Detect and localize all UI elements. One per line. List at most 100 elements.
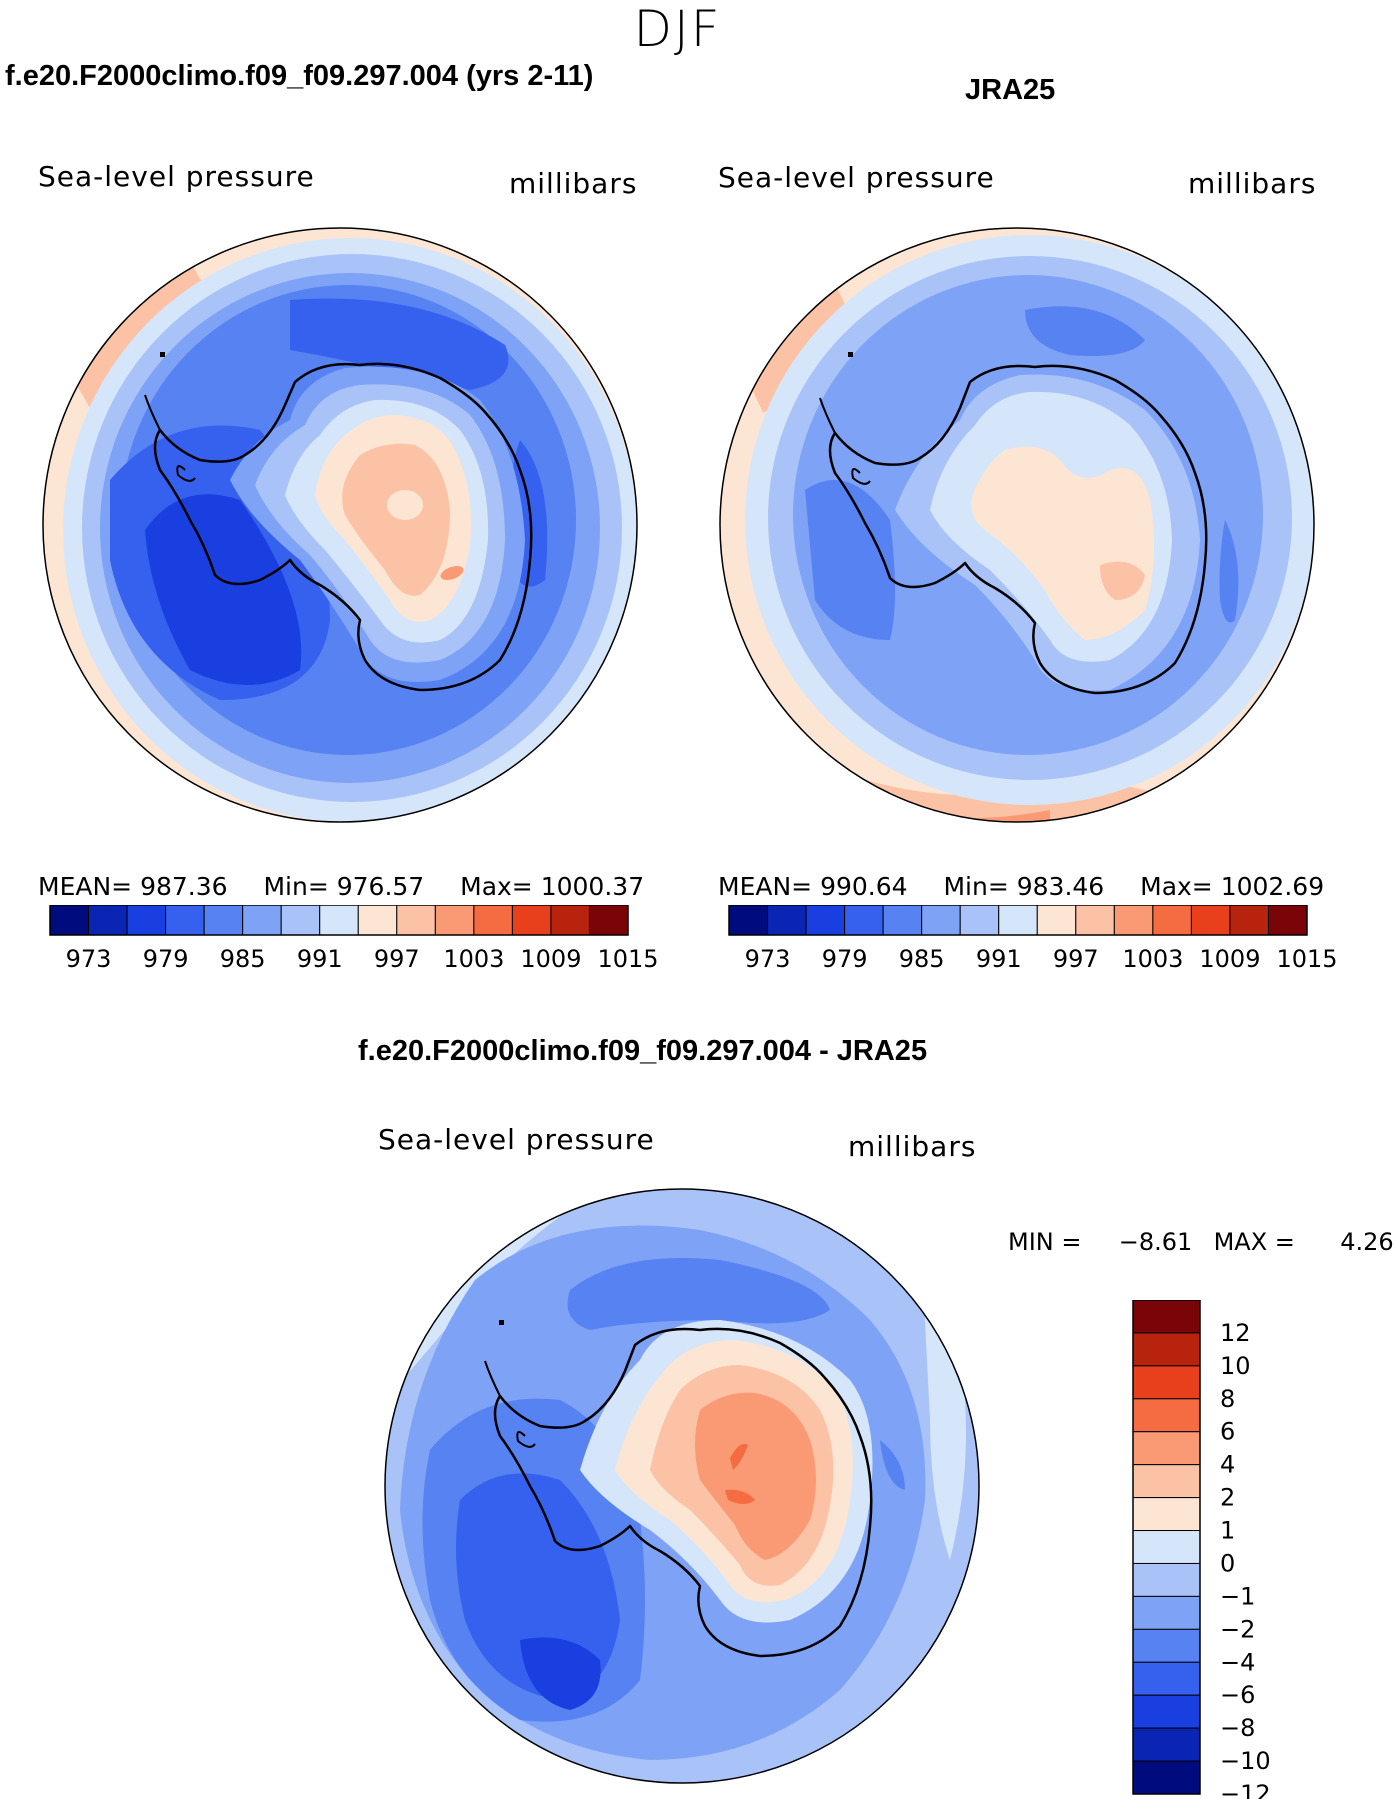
model-colorbar-tick-label: 973 [66,945,112,973]
diff-colorbar-swatch [1132,1760,1201,1795]
diff-colorbar-swatch [1132,1727,1201,1762]
diff-colorbar-tick-label: −10 [1220,1747,1270,1775]
diff-colorbar-tick-label: −6 [1220,1681,1255,1709]
diff-colorbar-tick-label: 10 [1220,1352,1251,1380]
obs-colorbar-tick-label: 985 [899,945,945,973]
obs-colorbar-tick-label: 997 [1053,945,1099,973]
model-colorbar-swatch [203,905,244,936]
obs-colorbar-swatch [1113,905,1154,936]
model-min-label: Min= [263,872,329,901]
diff-colorbar-tick-label: 2 [1220,1484,1235,1512]
diff-colorbar-swatch [1132,1661,1201,1696]
obs-colorbar-swatch [959,905,1000,936]
obs-colorbar-swatch [844,905,884,936]
diff-colorbar-tick-label: 6 [1220,1418,1235,1446]
diff-field-label: Sea-level pressure [378,1123,655,1156]
diff-colorbar-tick-label: −4 [1220,1648,1255,1676]
model-colorbar-swatch [550,905,590,936]
obs-polar-map [720,228,1314,822]
model-colorbar-swatch [396,905,436,936]
obs-panel-title: JRA25 [965,74,1056,106]
obs-max-value: 1002.69 [1220,872,1325,901]
model-colorbar-tick-label: 979 [143,945,189,973]
obs-colorbar: 973 979 985 991 997 1003 1009 1015 [728,905,1338,973]
obs-colorbar-swatch [998,905,1038,936]
diff-colorbar-swatch [1132,1464,1201,1499]
diff-colorbar-tick-label: 12 [1220,1319,1251,1347]
model-colorbar-tick-label: 985 [220,945,266,973]
model-colorbar-tick-label: 1003 [443,945,504,973]
obs-colorbar-swatch [921,905,961,936]
model-colorbar-tick-label: 1015 [597,945,658,973]
model-map-boundary [42,227,638,823]
model-mean-label: MEAN= [38,872,133,901]
diff-minmax: MIN = −8.61 MAX = 4.26 [1008,1228,1394,1256]
diff-colorbar-swatch [1132,1694,1201,1729]
obs-field-label: Sea-level pressure [718,161,995,194]
diff-colorbar-swatch [1132,1398,1201,1433]
diff-colorbar-tick-label: 0 [1220,1549,1235,1577]
model-units-label: millibars [509,167,638,200]
obs-colorbar-swatch [767,905,807,936]
diff-colorbar-swatch [1132,1300,1201,1334]
obs-max-label: Max= [1140,872,1213,901]
model-mean-value: 987.36 [140,872,228,901]
model-max-label: Max= [460,872,533,901]
obs-colorbar-swatch [805,905,846,936]
diff-colorbar-swatch [1132,1431,1201,1466]
diff-max-label: MAX = [1213,1228,1295,1256]
diff-colorbar-swatch [1132,1332,1201,1367]
obs-colorbar-swatch [1036,905,1077,936]
diff-min-label: MIN = [1008,1228,1082,1256]
model-max-value: 1000.37 [540,872,645,901]
obs-map-boundary [719,227,1315,823]
diff-colorbar-tick-label: 1 [1220,1517,1235,1545]
diff-colorbar-swatch [1132,1628,1201,1663]
model-colorbar-tick-label: 997 [374,945,420,973]
model-min-value: 976.57 [336,872,425,901]
diff-colorbar-tick-label: 8 [1220,1385,1235,1413]
diff-colorbar-tick-label: −12 [1220,1780,1270,1799]
obs-mean-value: 990.64 [820,872,908,901]
diff-colorbar-tick-label: 4 [1220,1451,1235,1479]
diff-map-boundary [384,1188,980,1784]
model-colorbar-tick-label: 991 [297,945,343,973]
diff-colorbar-swatch [1132,1365,1201,1400]
diff-colorbar-swatch [1132,1497,1201,1532]
model-colorbar-swatch [49,905,90,936]
obs-colorbar-tick-label: 973 [745,945,791,973]
diff-min-value: −8.61 [1118,1228,1193,1256]
obs-colorbar-tick-label: 1015 [1276,945,1337,973]
diff-polar-map [385,1189,979,1783]
season-title: DJF [633,0,722,58]
diff-colorbar-swatch [1132,1562,1201,1597]
diff-colorbar-tick-label: −8 [1220,1714,1255,1742]
obs-colorbar-swatch [728,905,769,936]
model-colorbar-swatch [242,905,282,936]
abs-colorbars: 973 979 985 991 997 1003 1009 1015 973 979 985 991… [49,905,1338,973]
model-colorbar-swatch [319,905,359,936]
model-colorbar-swatch [126,905,167,936]
obs-colorbar-swatch [1075,905,1115,936]
obs-colorbar-swatch [1152,905,1192,936]
obs-min-label: Min= [943,872,1009,901]
model-colorbar-tick-label: 1009 [520,945,581,973]
diff-colorbar-tick-label: −2 [1220,1615,1255,1643]
obs-colorbar-swatch [1267,905,1308,936]
diff-max-value: 4.26 [1340,1228,1394,1256]
obs-stats: MEAN= 990.64 Min= 983.46 Max= 1002.69 [718,872,1324,901]
obs-colorbar-tick-label: 991 [976,945,1022,973]
model-colorbar-swatch [588,905,629,936]
obs-colorbar-swatch [1190,905,1231,936]
model-stats: MEAN= 987.36 Min= 976.57 Max= 1000.37 [38,872,644,901]
diff-colorbar-swatch [1132,1595,1201,1630]
obs-colorbar-swatch [1229,905,1269,936]
model-colorbar-swatch [357,905,398,936]
obs-mean-label: MEAN= [718,872,813,901]
diff-colorbar-tick-label: −1 [1220,1582,1255,1610]
obs-colorbar-tick-label: 1009 [1199,945,1260,973]
diff-colorbar-swatch [1132,1530,1201,1564]
obs-colorbar-tick-label: 979 [822,945,868,973]
model-colorbar-swatch [434,905,475,936]
